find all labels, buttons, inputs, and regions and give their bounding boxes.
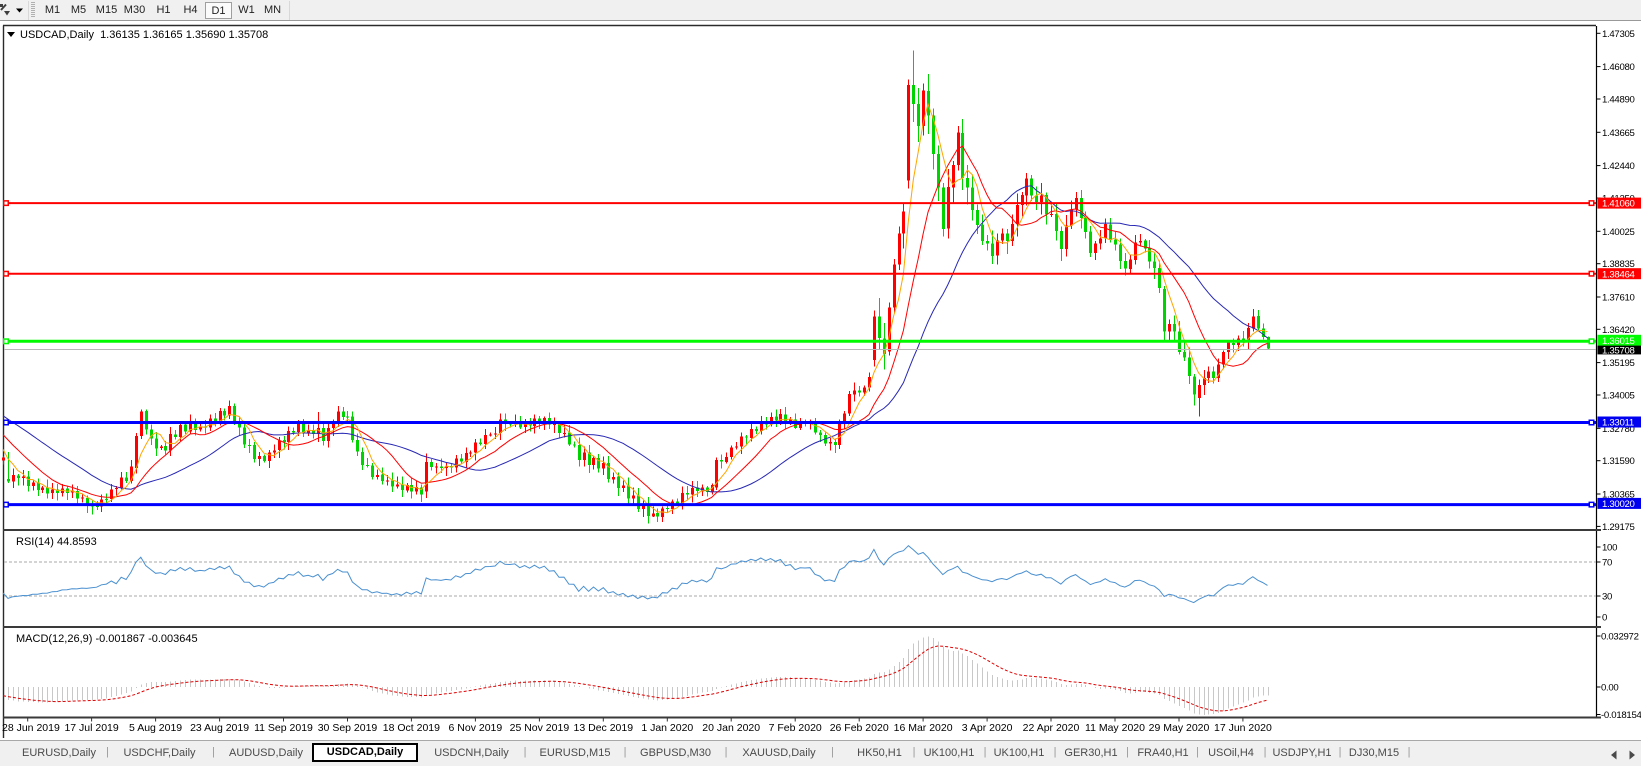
svg-text:5 Aug 2019: 5 Aug 2019 (129, 722, 182, 734)
svg-text:7 Feb 2020: 7 Feb 2020 (769, 722, 822, 734)
svg-text:25 Nov 2019: 25 Nov 2019 (510, 722, 570, 734)
svg-text:29 May 2020: 29 May 2020 (1149, 722, 1210, 734)
svg-text:USDCAD,Daily 1.36135 1.36165: USDCAD,Daily 1.36135 1.36165 1.35690 1.3… (20, 29, 268, 41)
svg-text:30 Sep 2019: 30 Sep 2019 (318, 722, 378, 734)
svg-text:23 Aug 2019: 23 Aug 2019 (190, 722, 249, 734)
svg-text:16 Mar 2020: 16 Mar 2020 (894, 722, 953, 734)
svg-text:1.35195: 1.35195 (1602, 358, 1635, 369)
svg-text:100: 100 (1602, 543, 1617, 554)
svg-text:11 Sep 2019: 11 Sep 2019 (254, 722, 313, 734)
svg-text:3 Apr 2020: 3 Apr 2020 (962, 722, 1013, 734)
svg-text:1.34005: 1.34005 (1602, 391, 1635, 402)
svg-text:1.37610: 1.37610 (1602, 293, 1635, 304)
svg-text:1.31590: 1.31590 (1602, 456, 1635, 467)
svg-text:1.42440: 1.42440 (1602, 161, 1635, 172)
svg-text:MACD(12,26,9) -0.001867 -0.003: MACD(12,26,9) -0.001867 -0.003645 (16, 633, 198, 645)
svg-text:22 Apr 2020: 22 Apr 2020 (1023, 722, 1080, 734)
svg-text:18 Oct 2019: 18 Oct 2019 (383, 722, 440, 734)
svg-text:6 Nov 2019: 6 Nov 2019 (449, 722, 503, 734)
svg-text:26 Feb 2020: 26 Feb 2020 (830, 722, 889, 734)
svg-text:1.35708: 1.35708 (1602, 346, 1635, 357)
svg-text:20 Jan 2020: 20 Jan 2020 (702, 722, 760, 734)
svg-text:30: 30 (1602, 592, 1612, 603)
svg-text:11 May 2020: 11 May 2020 (1085, 722, 1145, 734)
svg-text:1.36420: 1.36420 (1602, 325, 1635, 336)
svg-text:1.33011: 1.33011 (1602, 418, 1634, 429)
svg-text:17 Jul 2019: 17 Jul 2019 (64, 722, 118, 734)
svg-text:28 Jun 2019: 28 Jun 2019 (2, 722, 60, 734)
svg-text:0.00: 0.00 (1601, 683, 1618, 694)
svg-text:1.43665: 1.43665 (1602, 128, 1635, 139)
svg-text:1.38464: 1.38464 (1602, 269, 1636, 280)
svg-text:1.44890: 1.44890 (1602, 95, 1635, 106)
svg-text:-0.018154: -0.018154 (1601, 710, 1641, 721)
svg-text:RSI(14) 44.8593: RSI(14) 44.8593 (16, 536, 97, 548)
svg-text:17 Jun 2020: 17 Jun 2020 (1214, 722, 1272, 734)
svg-text:1.30020: 1.30020 (1602, 499, 1635, 510)
svg-text:1.47305: 1.47305 (1602, 29, 1635, 40)
svg-text:1.29175: 1.29175 (1602, 522, 1635, 533)
svg-text:0: 0 (1602, 613, 1607, 624)
svg-text:0.032972: 0.032972 (1601, 632, 1639, 643)
svg-text:1.46080: 1.46080 (1602, 62, 1635, 73)
svg-text:13 Dec 2019: 13 Dec 2019 (574, 722, 634, 734)
svg-text:1.40025: 1.40025 (1602, 227, 1635, 238)
svg-text:1 Jan 2020: 1 Jan 2020 (641, 722, 693, 734)
svg-text:70: 70 (1602, 558, 1612, 569)
svg-text:1.41060: 1.41060 (1602, 199, 1635, 210)
